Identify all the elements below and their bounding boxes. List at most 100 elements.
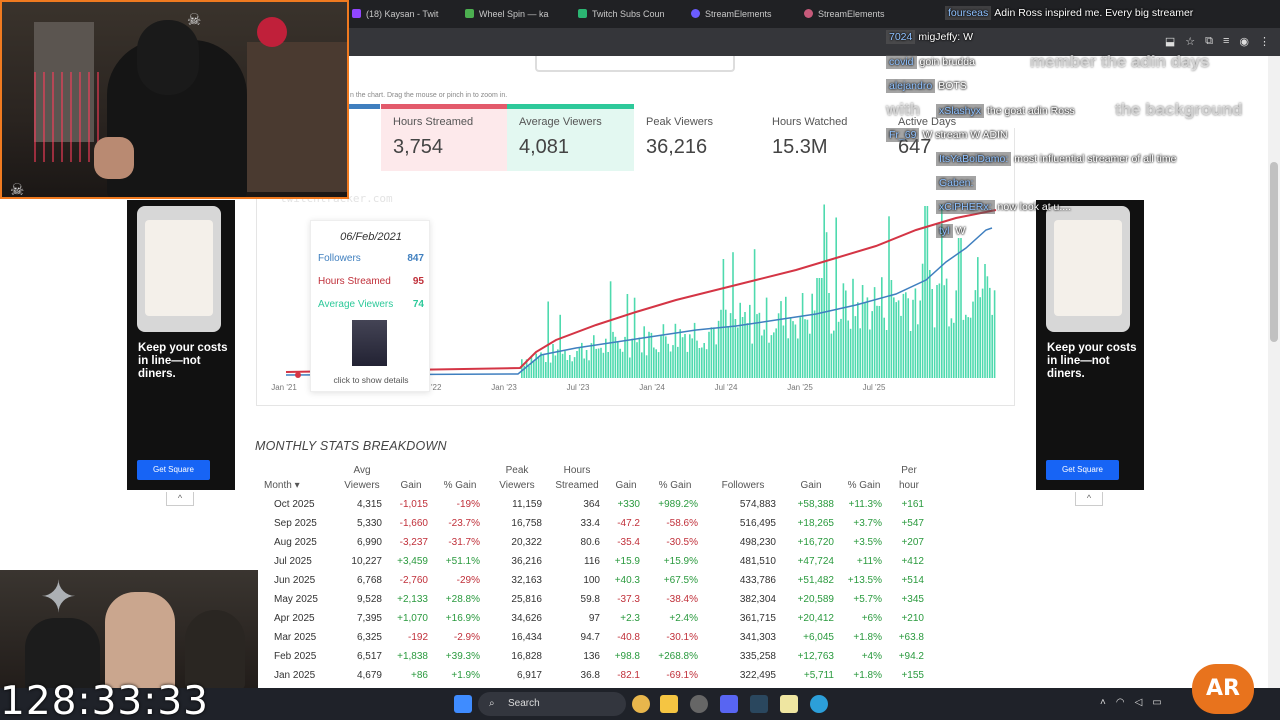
- table-row[interactable]: Sep 2025 5,330 -1,660 -23.7% 16,758 33.4 -47.2…: [258, 514, 930, 533]
- browser-tab-2[interactable]: Wheel Spin — ka: [465, 5, 573, 23]
- column-header[interactable]: % Gain: [434, 463, 486, 495]
- cam-shelf: [247, 42, 347, 192]
- browser-tab-4[interactable]: StreamElements: [691, 5, 799, 23]
- extensions-icon[interactable]: ⧉: [1205, 35, 1213, 47]
- table-header-row: Month ▾ Avg Viewers Gain % Gain Peak Viewers Ho…: [258, 463, 930, 495]
- chart-tooltip: 06/Feb/2021 Followers 847 Hours Streamed…: [310, 220, 430, 392]
- chart-panel[interactable]: [256, 128, 1015, 406]
- install-icon[interactable]: ⬓: [1164, 36, 1176, 48]
- ad-tablet-screen: [1054, 220, 1122, 316]
- avg-viewers-bar: [576, 351, 578, 378]
- table-cell: +51,482: [797, 575, 834, 586]
- avg-viewers-bar: [828, 293, 830, 378]
- chrome-icon[interactable]: [632, 695, 650, 713]
- avg-viewers-bar: [897, 300, 900, 378]
- battery-icon[interactable]: ▭: [1152, 697, 1162, 708]
- column-header[interactable]: Month ▾: [258, 463, 336, 495]
- ad-collapse-icon[interactable]: ^: [166, 492, 194, 506]
- column-header[interactable]: Gain: [782, 463, 840, 495]
- scroll-thumb[interactable]: [1270, 162, 1278, 342]
- table-cell: +16,720: [797, 537, 834, 548]
- profile-icon[interactable]: ◉: [1239, 36, 1249, 48]
- avg-viewers-bar: [590, 343, 593, 378]
- ad-collapse-icon[interactable]: ^: [1075, 492, 1103, 506]
- stat-card-average-viewers[interactable]: Average Viewers 4,081: [507, 104, 634, 171]
- network-icon[interactable]: ◠: [1115, 697, 1125, 708]
- system-tray[interactable]: ˄ ◠ ◁ ▭: [1100, 697, 1162, 708]
- table-cell: +989.2%: [658, 499, 698, 510]
- menu-icon[interactable]: ⋮: [1259, 36, 1270, 48]
- table-row[interactable]: Oct 2025 4,315 -1,015 -19% 11,159 364 +330 +989…: [258, 495, 930, 514]
- followers-chart[interactable]: Jan '21 Jul '22 Jan '23 Jul '23 Jan '24 Jul '…: [256, 170, 1015, 400]
- column-header[interactable]: Gain: [388, 463, 434, 495]
- ad-left[interactable]: Keep your costs in line—not diners. Get …: [127, 200, 235, 490]
- table-cell: +2.4%: [669, 613, 698, 624]
- ad-right[interactable]: Keep your costs in line—not diners. Get …: [1036, 200, 1144, 490]
- column-header-label: % Gain: [443, 480, 477, 491]
- site-search-box[interactable]: [535, 56, 735, 72]
- file-explorer-icon[interactable]: [660, 695, 678, 713]
- column-header-label: hour: [898, 480, 919, 491]
- table-cell: 136: [583, 651, 600, 662]
- browser-tab-3[interactable]: Twitch Subs Coun: [578, 5, 686, 23]
- column-header[interactable]: Peak Viewers: [486, 463, 548, 495]
- avg-viewers-bar: [521, 359, 523, 378]
- column-header[interactable]: % Gain: [646, 463, 704, 495]
- table-row[interactable]: Apr 2025 7,395 +1,070 +16.9% 34,626 97 +2.3 +2.…: [258, 609, 930, 628]
- get-square-button[interactable]: Get Square: [137, 460, 210, 480]
- column-header[interactable]: Avg Viewers: [336, 463, 388, 495]
- stat-card-peak-viewers[interactable]: Peak Viewers 36,216: [634, 104, 760, 171]
- avg-viewers-bar: [888, 216, 890, 378]
- volume-icon[interactable]: ◁: [1134, 697, 1143, 708]
- avg-viewers-bar: [703, 343, 705, 378]
- bookmark-star-icon[interactable]: ☆: [1185, 36, 1196, 48]
- table-row[interactable]: Jul 2025 10,227 +3,459 +51.1% 36,216 116 +15.9…: [258, 552, 930, 571]
- table-row[interactable]: Feb 2025 6,517 +1,838 +39.3% 16,828 136 +98.8 +…: [258, 647, 930, 666]
- avg-viewers-bar: [641, 352, 643, 378]
- stat-card-hours-streamed[interactable]: Hours Streamed 3,754: [381, 104, 507, 171]
- browser-tab-1[interactable]: (18) Kaysan - Twit: [352, 5, 460, 23]
- avg-viewers-bar: [953, 322, 955, 378]
- get-square-button[interactable]: Get Square: [1046, 460, 1119, 480]
- stat-card-hours-watched[interactable]: Hours Watched 15.3M: [760, 104, 886, 171]
- windows-start-icon[interactable]: [454, 695, 472, 713]
- table-cell: 4,315: [356, 499, 382, 510]
- avg-viewers-bar: [686, 351, 689, 378]
- edge-icon[interactable]: [810, 695, 828, 713]
- obs-icon[interactable]: [690, 695, 708, 713]
- streamelements-icon: [691, 9, 700, 18]
- avg-viewers-bar: [905, 292, 907, 378]
- tooltip-date: 06/Feb/2021: [340, 231, 402, 243]
- table-row[interactable]: Jun 2025 6,768 -2,760 -29% 32,163 100 +40.3 +67…: [258, 571, 930, 590]
- taskbar-search[interactable]: ⌕ Search: [478, 692, 626, 716]
- avg-viewers-bar: [650, 332, 653, 378]
- column-header[interactable]: Followers: [704, 463, 782, 495]
- steam-icon[interactable]: [750, 695, 768, 713]
- stat-card-bar: [507, 104, 634, 109]
- browser-tab-5[interactable]: StreamElements: [804, 5, 904, 23]
- discord-icon[interactable]: [720, 695, 738, 713]
- column-header[interactable]: % Gain: [840, 463, 888, 495]
- reading-list-icon[interactable]: ≡: [1222, 35, 1230, 47]
- tooltip-value: 847: [407, 253, 424, 264]
- avg-viewers-bar: [799, 317, 801, 378]
- avg-viewers-bar: [523, 365, 525, 378]
- up-arrow-icon[interactable]: ˄: [1100, 697, 1106, 708]
- column-header[interactable]: Hours Streamed: [548, 463, 606, 495]
- page-scrollbar[interactable]: [1268, 56, 1280, 688]
- column-header[interactable]: Per hour: [888, 463, 930, 495]
- table-row[interactable]: Jan 2025 4,679 +86 +1.9% 6,917 36.8 -82.1 -69.1…: [258, 666, 930, 685]
- avg-viewers-bar: [698, 348, 701, 378]
- table-row[interactable]: May 2025 9,528 +2,133 +28.8% 25,816 59.8 -37.3…: [258, 590, 930, 609]
- avg-viewers-bar: [873, 287, 876, 378]
- notepad-icon[interactable]: [780, 695, 798, 713]
- avg-viewers-bar: [981, 288, 984, 378]
- tooltip-details-link[interactable]: click to show details: [333, 375, 409, 385]
- table-row[interactable]: Mar 2025 6,325 -192 -2.9% 16,434 94.7 -40.8 -30…: [258, 628, 930, 647]
- avg-viewers-bar: [852, 278, 854, 378]
- table-row[interactable]: Aug 2025 6,990 -3,237 -31.7% 20,322 80.6 -35.4…: [258, 533, 930, 552]
- table-cell: +514: [901, 575, 924, 586]
- column-header[interactable]: Gain: [606, 463, 646, 495]
- table-cell: +94.2: [898, 651, 924, 662]
- table-cell: -69.1%: [666, 670, 698, 681]
